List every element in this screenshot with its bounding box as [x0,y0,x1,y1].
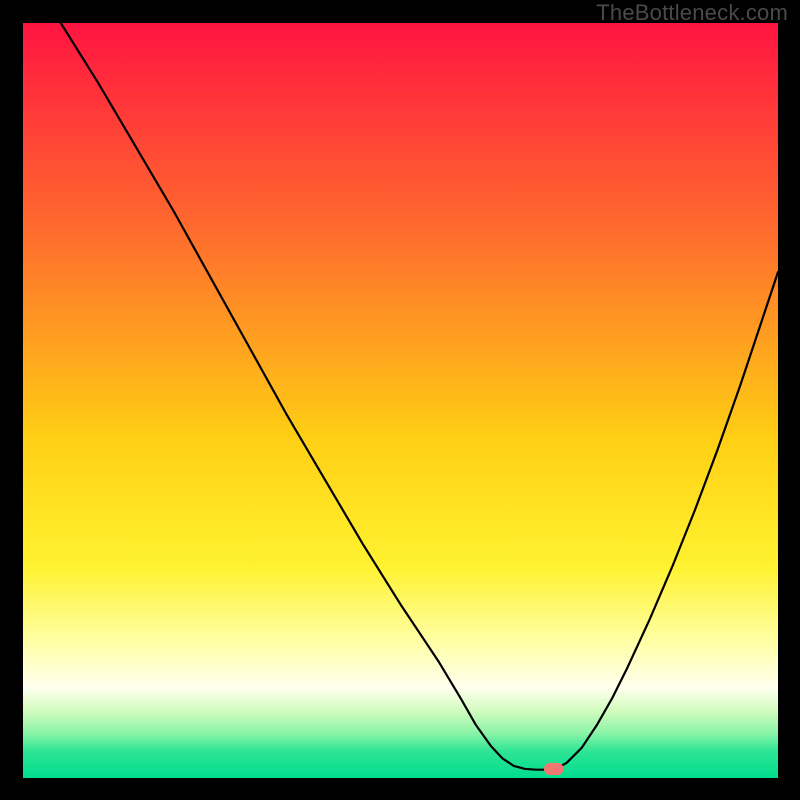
plot-background [23,23,778,778]
watermark-text: TheBottleneck.com [596,0,788,26]
optimum-marker [544,763,564,775]
stage: TheBottleneck.com [0,0,800,800]
chart-svg [0,0,800,800]
